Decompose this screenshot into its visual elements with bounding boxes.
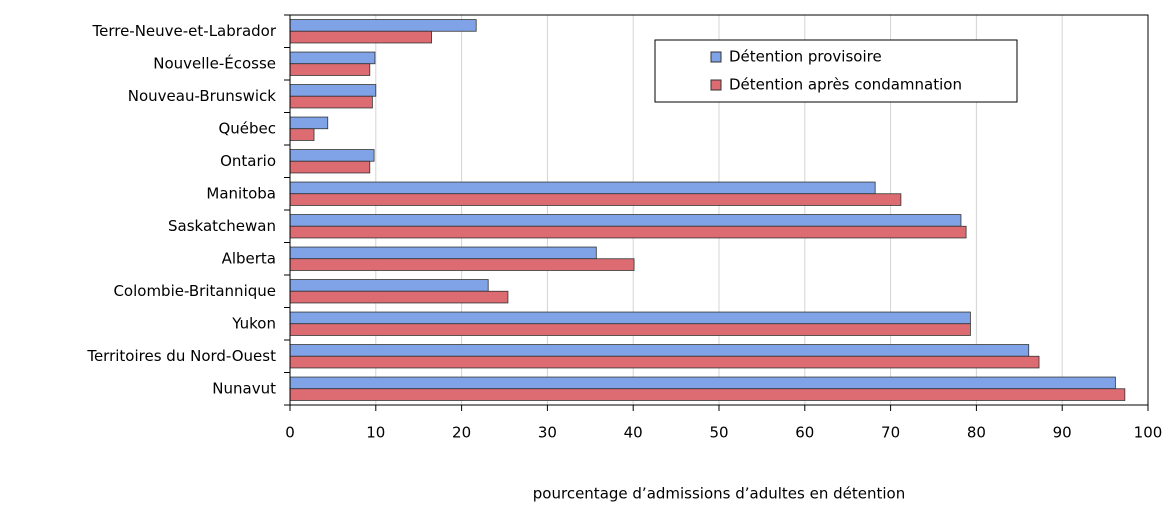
legend-label: Détention provisoire — [729, 48, 882, 66]
bar — [289, 344, 1030, 357]
bar — [289, 246, 597, 260]
y-tick-label: Nouvelle-Écosse — [153, 53, 276, 72]
x-tick-label: 60 — [795, 424, 814, 442]
bar — [289, 311, 971, 325]
bar — [289, 181, 876, 195]
bar — [289, 323, 971, 336]
bar — [289, 84, 377, 97]
bar — [289, 279, 489, 292]
x-tick-label: 80 — [967, 424, 986, 442]
bar — [289, 214, 962, 227]
bar — [289, 19, 477, 32]
y-tick-label: Québec — [218, 119, 276, 137]
x-tick-label: 30 — [538, 424, 557, 442]
bar — [289, 51, 376, 65]
bar — [289, 30, 432, 44]
bar — [289, 160, 371, 174]
bar — [289, 290, 509, 304]
y-tick-label: Nouveau-Brunswick — [128, 87, 277, 105]
bar — [289, 376, 1116, 390]
x-axis-label: pourcentage d’admissions d’adultes en dé… — [533, 485, 905, 503]
x-tick-label: 40 — [624, 424, 643, 442]
legend-label: Détention après condamnation — [729, 76, 962, 94]
plot-border — [289, 14, 1149, 406]
x-tick-label: 10 — [366, 424, 385, 442]
x-tick-label: 50 — [709, 424, 728, 442]
bar — [289, 95, 373, 109]
bar — [289, 258, 635, 271]
y-tick-label: Colombie-Britannique — [113, 282, 276, 300]
legend-swatch — [710, 51, 722, 63]
bar — [289, 116, 329, 130]
y-tick-label: Terre-Neuve-et-Labrador — [91, 22, 276, 40]
x-tick-label: 90 — [1053, 424, 1072, 442]
legend-swatch — [710, 79, 722, 91]
y-tick-label: Yukon — [231, 314, 276, 332]
bar — [289, 149, 375, 162]
bar — [289, 388, 1126, 401]
bar — [289, 225, 967, 239]
bar — [289, 128, 315, 141]
y-tick-label: Territoires du Nord-Ouest — [86, 347, 276, 365]
x-tick-label: 70 — [881, 424, 900, 442]
y-tick-label: Manitoba — [206, 184, 276, 202]
y-tick-label: Saskatchewan — [168, 217, 276, 235]
x-tick-label: 100 — [1134, 424, 1163, 442]
legend-box — [654, 39, 1018, 103]
bar — [289, 193, 902, 206]
y-tick-label: Ontario — [220, 152, 276, 170]
x-tick-label: 0 — [285, 424, 295, 442]
y-tick-label: Alberta — [222, 249, 276, 267]
x-tick-label: 20 — [452, 424, 471, 442]
y-tick-label: Nunavut — [212, 379, 276, 397]
bar — [289, 355, 1040, 369]
bar — [289, 63, 371, 76]
